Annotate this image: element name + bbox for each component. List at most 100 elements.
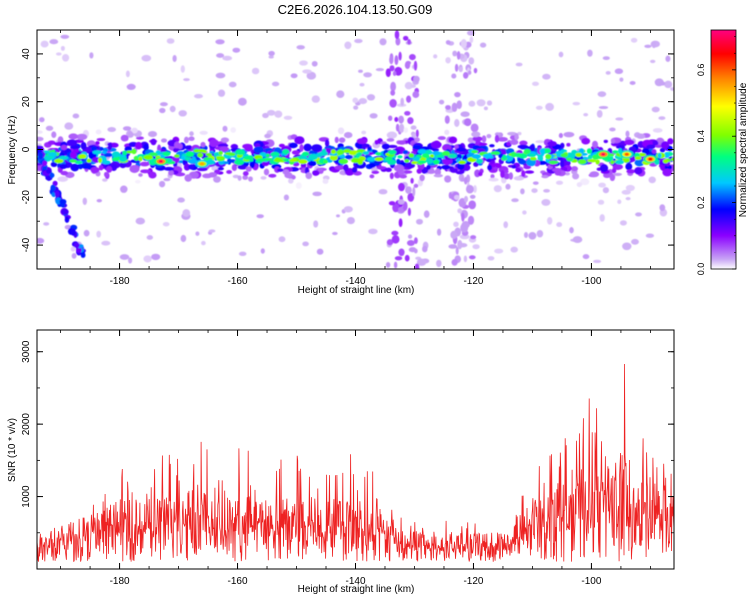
heatmap-cell <box>517 131 522 136</box>
heatmap-cell <box>468 255 476 260</box>
heatmap-cell <box>503 221 509 229</box>
heatmap-cell <box>90 146 98 152</box>
heatmap-cell <box>72 113 80 119</box>
heatmap-cell <box>587 49 593 57</box>
heatmap-cell <box>631 238 639 245</box>
heatmap-cell <box>445 105 451 110</box>
heatmap-cell <box>330 149 336 155</box>
heatmap-cell <box>463 195 469 203</box>
heatmap-cell <box>276 168 284 172</box>
heatmap-cell <box>288 178 294 184</box>
heatmap-cell <box>70 151 77 159</box>
heatmap-cell <box>523 148 531 155</box>
heatmap-cell <box>670 87 674 91</box>
heatmap-cell <box>615 117 624 121</box>
colorbar-tick-label: 0.2 <box>696 196 706 209</box>
heatmap-cell <box>598 105 609 110</box>
heatmap-cell <box>392 203 400 213</box>
heatmap-cell <box>622 242 632 251</box>
heatmap-cell <box>453 194 460 200</box>
heatmap-cell <box>76 133 88 141</box>
heatmap-cell <box>457 239 463 250</box>
heatmap-cell <box>141 54 152 62</box>
heatmap-cell <box>529 144 535 153</box>
heatmap-cell <box>489 144 495 148</box>
heatmap-cell <box>362 151 370 155</box>
heatmap-cell <box>577 159 587 165</box>
heatmap-cell <box>185 151 195 157</box>
heatmap-cell <box>609 173 616 182</box>
heatmap-cell <box>366 157 377 162</box>
heatmap-cell <box>368 228 378 235</box>
heatmap-cell <box>419 174 425 182</box>
heatmap-cell <box>664 80 673 89</box>
heatmap-cell <box>531 188 538 193</box>
heatmap-cell <box>305 172 313 180</box>
heatmap-cell <box>490 160 496 164</box>
heatmap-cell <box>178 110 187 117</box>
heatmap-cell <box>343 132 353 139</box>
heatmap-cell <box>264 133 271 139</box>
heatmap-cell <box>78 163 83 170</box>
heatmap-cell <box>582 254 590 260</box>
heatmap-cell <box>302 151 310 157</box>
heatmap-cell <box>482 153 493 158</box>
heatmap-cell <box>457 208 463 214</box>
heatmap-cell <box>507 131 517 136</box>
heatmap-plot-area <box>37 30 674 269</box>
heatmap-cell <box>112 151 120 158</box>
heatmap-cell <box>398 140 406 145</box>
heatmap-cell <box>70 246 76 252</box>
heatmap-cell <box>662 168 673 177</box>
heatmap-cell <box>194 93 203 99</box>
heatmap-cell <box>583 112 589 117</box>
heatmap-cell <box>575 152 583 158</box>
heatmap-cell <box>671 157 674 162</box>
heatmap-cell <box>459 66 463 73</box>
heatmap-cell <box>458 160 467 165</box>
heatmap-cell <box>468 57 475 65</box>
heatmap-cell <box>478 171 483 177</box>
heatmap-cell <box>184 174 192 182</box>
heatmap-x-axis: -180 -160 -140 -120 -100 <box>60 30 651 287</box>
heatmap-cell <box>459 234 470 240</box>
heatmap-cell <box>463 255 468 263</box>
heatmap-cell <box>303 143 312 152</box>
heatmap-cell <box>254 143 261 148</box>
heatmap-cell <box>625 162 633 171</box>
heatmap-cell <box>238 97 247 106</box>
heatmap-cell <box>445 57 451 64</box>
heatmap-cell <box>547 140 557 147</box>
heatmap-cell <box>148 152 158 156</box>
heatmap-cell <box>232 47 241 53</box>
heatmap-cell <box>312 169 320 176</box>
heatmap-cell <box>515 62 523 67</box>
heatmap-cell <box>451 73 457 79</box>
heatmap-cell <box>197 152 204 158</box>
heatmap-cell <box>404 254 410 262</box>
heatmap-cell <box>523 231 529 239</box>
heatmap-cell <box>535 105 543 110</box>
heatmap-cell <box>651 149 657 154</box>
heatmap-cell <box>387 144 398 149</box>
heatmap-cell <box>472 136 483 142</box>
heatmap-cell <box>299 60 308 66</box>
heatmap-cell <box>375 152 382 156</box>
heatmap-cell <box>96 137 106 142</box>
heatmap-cell <box>402 35 409 41</box>
heatmap-cell <box>201 240 206 246</box>
heatmap-cell <box>323 159 328 164</box>
heatmap-cell <box>172 55 177 62</box>
heatmap-cell <box>406 240 415 246</box>
heatmap-cell <box>238 251 247 257</box>
heatmap-cell <box>515 167 522 173</box>
heatmap-cell <box>59 163 68 169</box>
heatmap-cell <box>555 180 564 185</box>
heatmap-cell <box>140 169 151 174</box>
heatmap-cell <box>566 157 572 161</box>
heatmap-cell <box>417 149 427 155</box>
heatmap-cell <box>408 153 415 158</box>
x-tick-label: -140 <box>345 276 365 287</box>
heatmap-cell <box>96 198 102 203</box>
heatmap-cell <box>159 102 168 107</box>
